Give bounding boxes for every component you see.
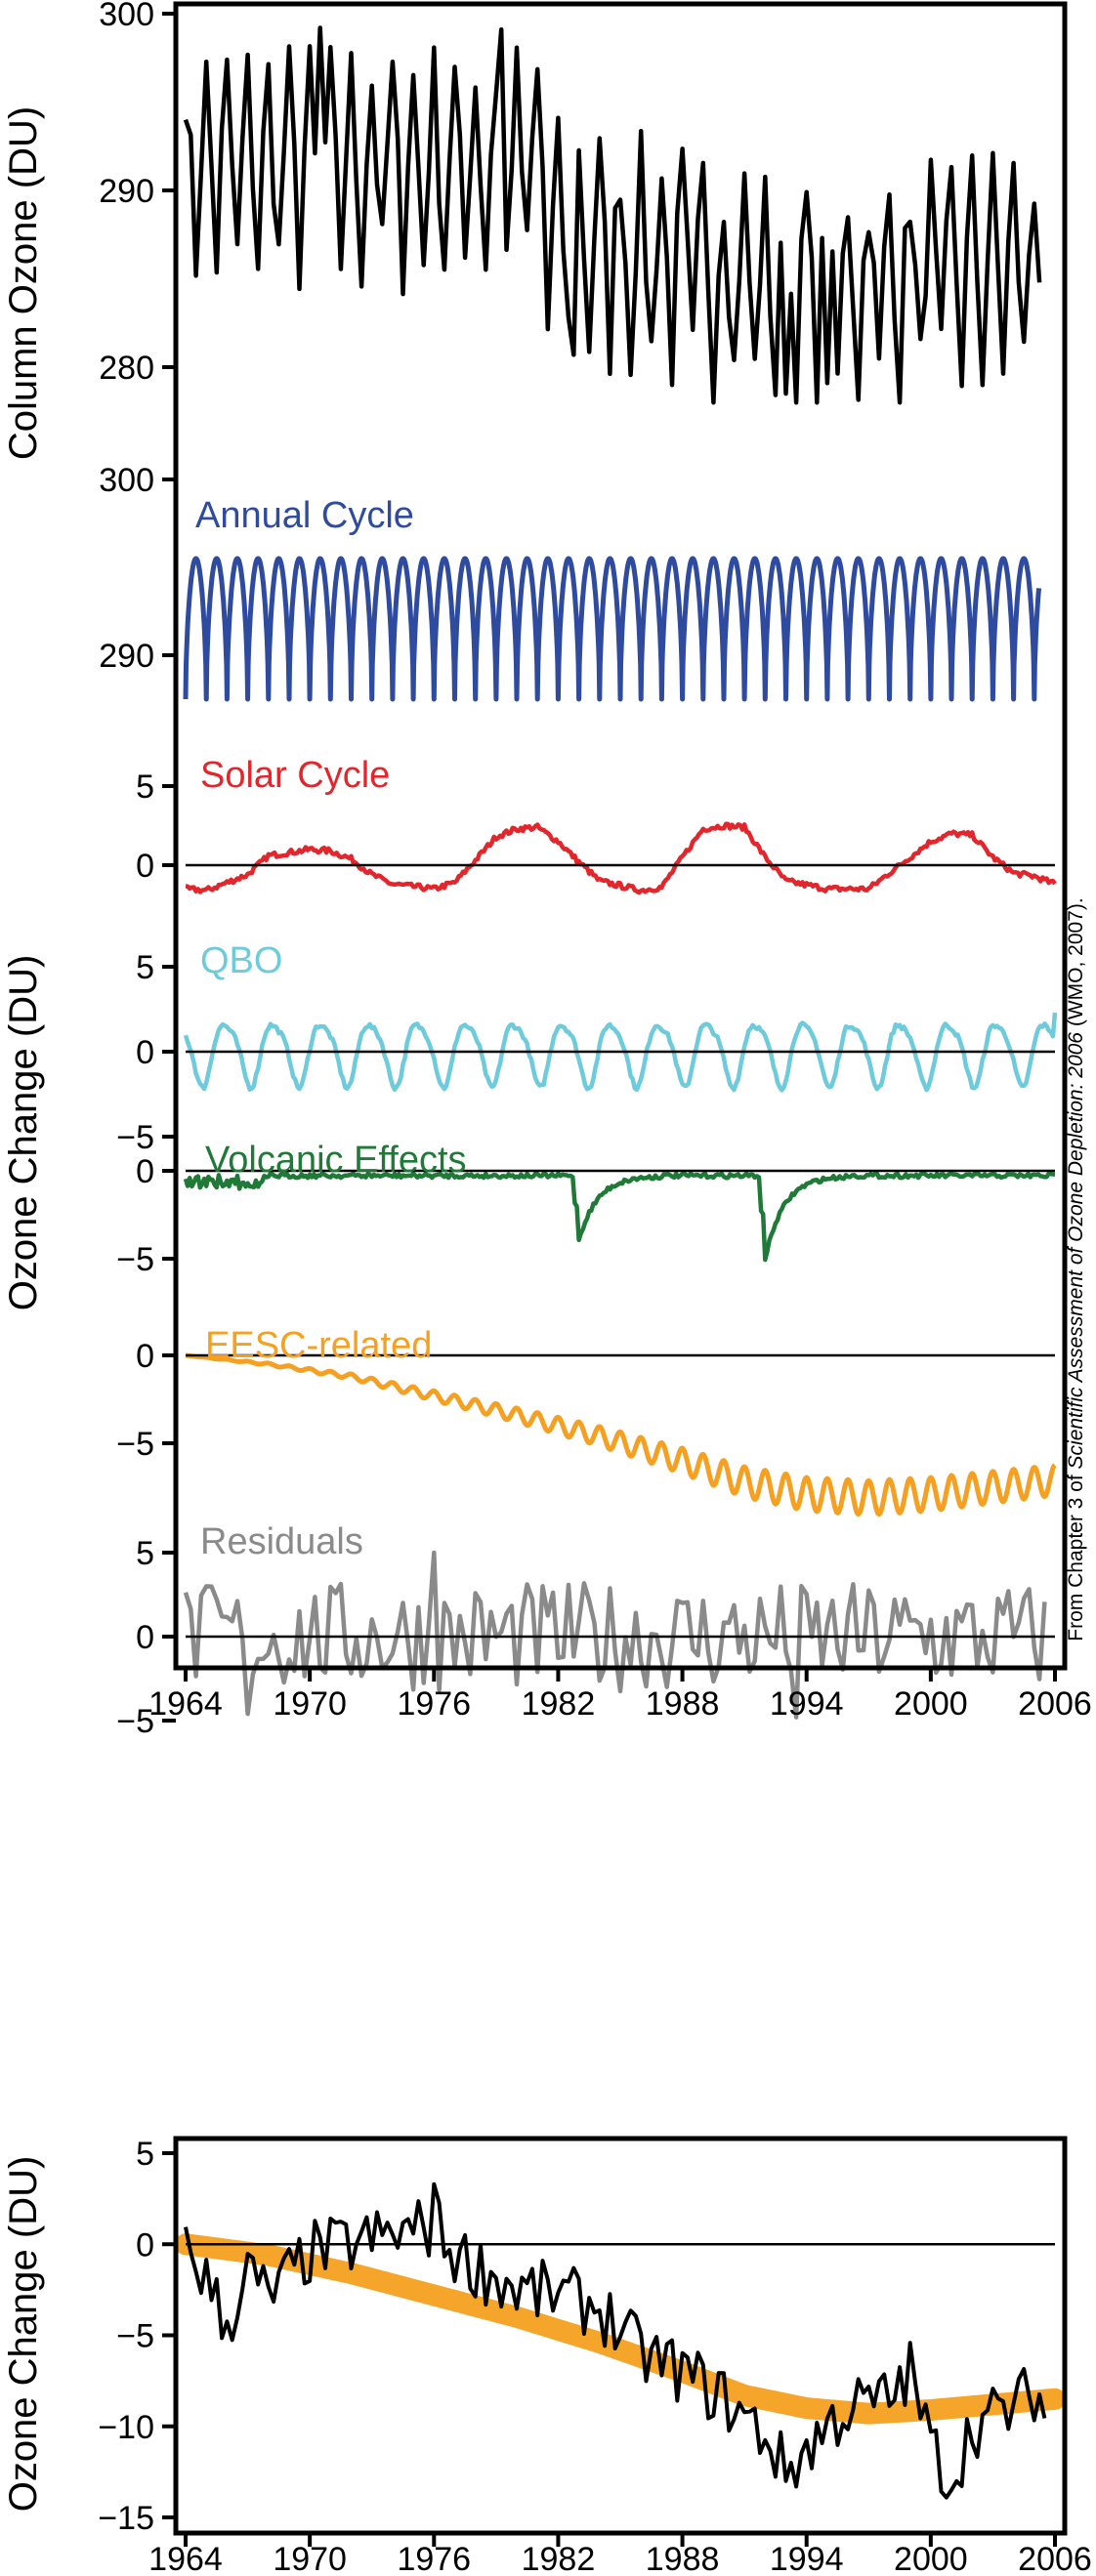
bottom-ytick-label: 0 — [136, 2226, 154, 2264]
volcanic-ytick-label: −5 — [116, 1241, 154, 1278]
bottom-ytick-label: −5 — [116, 2318, 154, 2355]
bottom-ytick-label: −10 — [98, 2409, 154, 2446]
annual-ytick-label: 300 — [99, 462, 154, 499]
solar-ytick-label: 5 — [136, 769, 154, 806]
qbo-line — [183, 1012, 1058, 1093]
top-xtick-label: 1982 — [522, 1685, 596, 1723]
annual-cycle-line — [183, 556, 1042, 702]
top-xtick-label: 2000 — [894, 1685, 968, 1723]
bottom-xtick-label: 1976 — [397, 2541, 471, 2571]
bottom-ozone-change-axis-title: Ozone Change (DU) — [2, 2156, 45, 2513]
solar-label: Solar Cycle — [200, 755, 390, 796]
observed-ytick-label: 290 — [99, 173, 154, 210]
bottom-ytick-label: −15 — [98, 2500, 154, 2537]
eesc-ytick-label: −5 — [116, 1426, 154, 1463]
top-xtick-label: 1994 — [770, 1685, 844, 1723]
credit-text: From Chapter 3 of Scientific Assessment … — [1065, 897, 1087, 1641]
observed-ytick-label: 280 — [99, 350, 154, 387]
bottom-xtick-label: 1964 — [148, 2541, 223, 2571]
qbo-ytick-label: 5 — [136, 949, 154, 986]
eesc-label: EESC-related — [205, 1325, 432, 1366]
eesc-ytick-label: 0 — [136, 1338, 154, 1375]
bottom-xtick-label: 1970 — [273, 2541, 347, 2571]
residuals-ytick-label: 5 — [136, 1535, 154, 1572]
eesc-line — [184, 1352, 1057, 1517]
observed-ozone-line — [183, 25, 1042, 405]
solar-cycle-line — [185, 821, 1057, 895]
bottom-xtick-label: 1988 — [646, 2541, 720, 2571]
residuals-ytick-label: 0 — [136, 1619, 154, 1656]
top-xtick-label: 1964 — [148, 1685, 223, 1723]
annual-label: Annual Cycle — [195, 495, 414, 536]
annual-ytick-label: 290 — [99, 638, 154, 675]
volcanic-label: Volcanic Effects — [205, 1140, 467, 1181]
qbo-label: QBO — [200, 940, 282, 981]
top-xtick-label: 2006 — [1018, 1685, 1092, 1723]
qbo-ytick-label: 0 — [136, 1034, 154, 1071]
top-xtick-label: 1988 — [646, 1685, 720, 1723]
bottom-xtick-label: 1982 — [522, 2541, 596, 2571]
residuals-ytick-label: −5 — [116, 1703, 154, 1740]
eesc-band — [175, 2233, 1066, 2425]
qbo-ytick-label: −5 — [116, 1119, 154, 1156]
volcanic-effects-line — [183, 1171, 1056, 1263]
residuals-line — [183, 1550, 1047, 1720]
top-panel-frame — [173, 1, 1068, 1671]
bottom-xtick-label: 1994 — [770, 2541, 844, 2571]
bottom-ytick-label: 5 — [136, 2136, 154, 2173]
volcanic-ytick-label: 0 — [136, 1153, 154, 1190]
top-xtick-label: 1976 — [397, 1685, 471, 1723]
bottom-xtick-label: 2006 — [1018, 2541, 1092, 2571]
solar-ytick-label: 0 — [136, 848, 154, 885]
residuals-label: Residuals — [200, 1521, 363, 1562]
observed-change-line — [184, 2181, 1047, 2500]
ozone-change-axis-title: Ozone Change (DU) — [2, 955, 45, 1311]
observed-ytick-label: 300 — [99, 0, 154, 33]
bottom-xtick-label: 2000 — [894, 2541, 968, 2571]
top-xtick-label: 1970 — [273, 1685, 347, 1723]
column-ozone-axis-title: Column Ozone (DU) — [2, 106, 45, 460]
